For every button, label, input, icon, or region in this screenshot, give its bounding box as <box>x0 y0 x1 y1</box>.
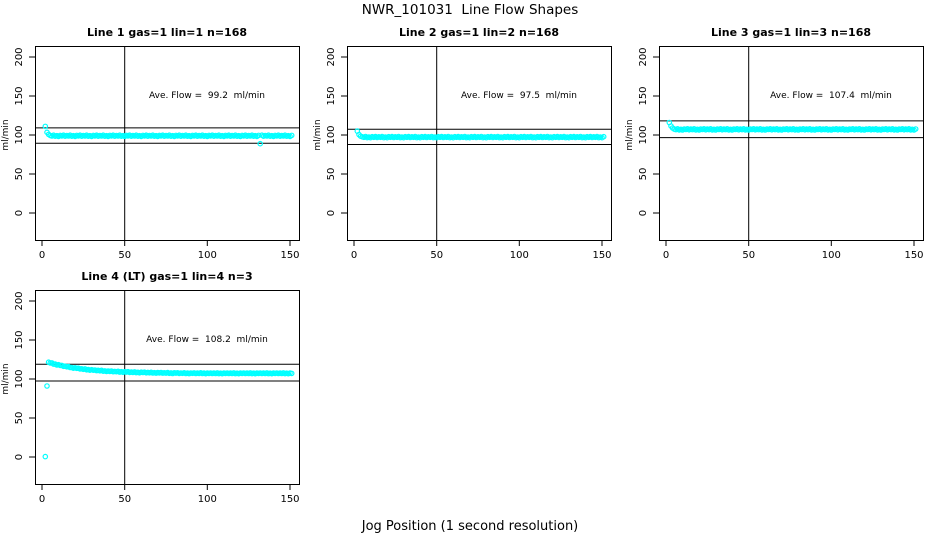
plot-box <box>659 46 924 241</box>
y-tick-label: 200 <box>326 47 337 66</box>
x-axis-label: Jog Position (1 second resolution) <box>361 519 579 534</box>
panel-4-title: Line 4 (LT) gas=1 lin=4 n=3 <box>81 270 253 283</box>
data-point <box>288 370 295 377</box>
data-point <box>912 126 919 132</box>
x-tick-label: 100 <box>198 494 217 505</box>
y-tick-label: 150 <box>14 86 25 105</box>
y-tick-label: 0 <box>326 210 337 216</box>
data-point <box>44 383 50 389</box>
x-tick-label: 100 <box>198 250 217 261</box>
y-tick-label: 50 <box>638 168 649 181</box>
data-point <box>42 453 49 460</box>
panel-3-y-axis-label: ml/min <box>625 119 635 151</box>
x-tick-label: 150 <box>592 250 611 261</box>
x-tick-label: 50 <box>118 494 131 505</box>
panel-4-ave-flow-annotation: Ave. Flow = 108.2 ml/min <box>146 335 268 345</box>
y-tick-label: 100 <box>14 125 25 144</box>
x-tick-label: 50 <box>118 250 131 261</box>
y-tick-label: 200 <box>14 47 25 66</box>
y-tick-label: 50 <box>14 412 25 425</box>
y-tick-label: 100 <box>326 125 337 144</box>
y-tick-label: 100 <box>638 125 649 144</box>
panel-3-title: Line 3 gas=1 lin=3 n=168 <box>710 26 872 39</box>
data-point <box>288 132 295 139</box>
y-tick-label: 0 <box>14 454 25 460</box>
x-tick-label: 150 <box>280 250 299 261</box>
plot-box <box>35 46 300 241</box>
x-tick-label: 0 <box>39 494 45 505</box>
x-tick-label: 50 <box>430 250 443 261</box>
panel-3-ave-flow-annotation: Ave. Flow = 107.4 ml/min <box>770 91 892 101</box>
data-point <box>257 140 264 147</box>
x-tick-label: 0 <box>663 250 669 261</box>
y-tick-label: 100 <box>14 369 25 388</box>
x-tick-label: 100 <box>510 250 529 261</box>
y-tick-label: 200 <box>638 47 649 66</box>
y-tick-label: 0 <box>638 210 649 216</box>
x-tick-label: 0 <box>351 250 357 261</box>
panel-2-ave-flow-annotation: Ave. Flow = 97.5 ml/min <box>461 91 577 101</box>
figure-title: NWR_101031 Line Flow Shapes <box>361 2 579 18</box>
data-point <box>255 132 262 139</box>
x-tick-label: 100 <box>822 250 841 261</box>
panel-1-title: Line 1 gas=1 lin=1 n=168 <box>86 26 248 39</box>
y-tick-label: 150 <box>326 86 337 105</box>
y-tick-label: 150 <box>14 330 25 349</box>
y-tick-label: 50 <box>326 168 337 181</box>
y-tick-label: 150 <box>638 86 649 105</box>
panel-4-y-axis-label: ml/min <box>1 363 11 395</box>
y-tick-label: 50 <box>14 168 25 181</box>
plot-box <box>35 290 300 485</box>
data-point <box>42 123 49 130</box>
data-point <box>600 133 607 140</box>
panel-2-title: Line 2 gas=1 lin=2 n=168 <box>398 26 560 39</box>
y-tick-label: 200 <box>14 291 25 310</box>
panel-2-y-axis-label: ml/min <box>313 119 323 151</box>
panel-1-ave-flow-annotation: Ave. Flow = 99.2 ml/min <box>149 91 265 101</box>
x-tick-label: 0 <box>39 250 45 261</box>
x-tick-label: 150 <box>280 494 299 505</box>
x-tick-label: 150 <box>904 250 923 261</box>
y-tick-label: 0 <box>14 210 25 216</box>
x-tick-label: 50 <box>742 250 755 261</box>
panel-1-y-axis-label: ml/min <box>1 119 11 151</box>
plot-box <box>347 46 612 241</box>
